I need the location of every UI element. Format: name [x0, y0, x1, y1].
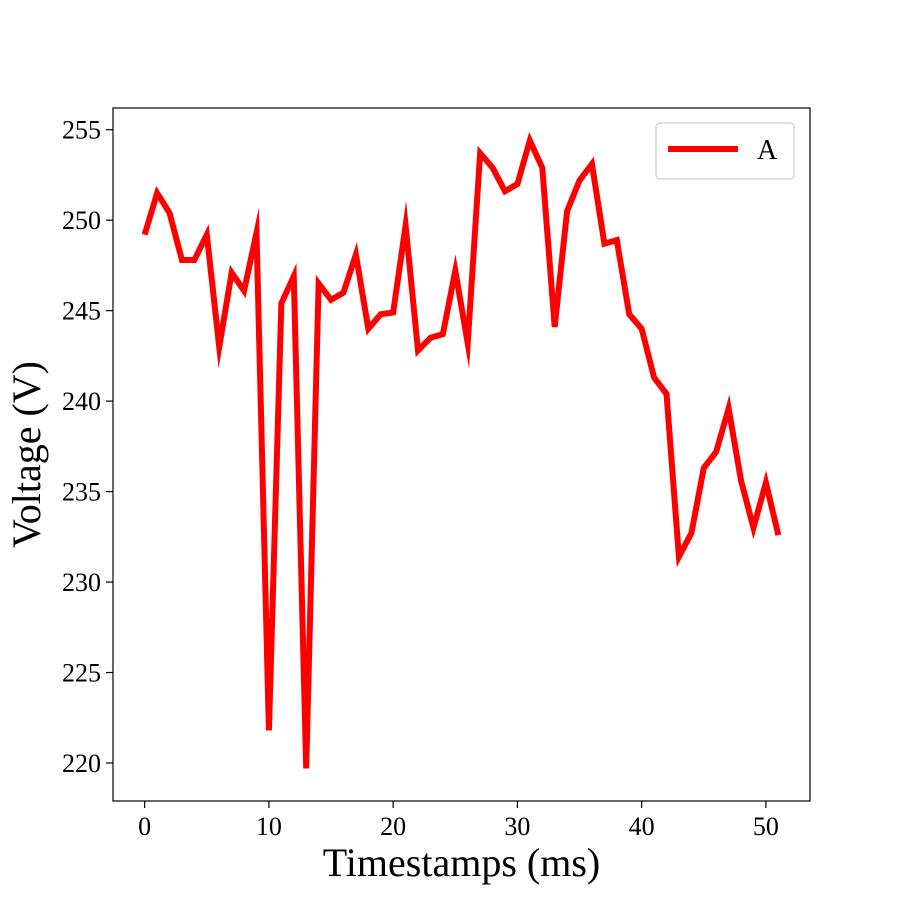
y-tick-label: 220 [62, 749, 101, 778]
x-tick-label: 50 [753, 812, 779, 841]
y-tick-label: 225 [62, 659, 101, 688]
y-tick-label: 250 [62, 206, 101, 235]
y-tick-label: 240 [62, 387, 101, 416]
y-tick-label: 245 [62, 297, 101, 326]
legend: A [655, 122, 795, 180]
legend-label: A [757, 135, 778, 166]
y-tick-label: 255 [62, 116, 101, 145]
x-tick-label: 20 [380, 812, 406, 841]
x-tick-label: 30 [504, 812, 530, 841]
series-layer [141, 131, 782, 769]
x-axis-ticks: 0 10 20 30 40 50 [138, 801, 779, 841]
y-axis-ticks: 220 225 230 235 240 245 250 255 [62, 116, 113, 778]
x-axis-title: Timestamps (ms) [323, 840, 600, 885]
x-tick-label: 0 [138, 812, 151, 841]
y-axis-title: Voltage (V) [4, 361, 49, 548]
series-line [141, 131, 782, 769]
plot-area [112, 107, 811, 802]
y-tick-label: 230 [62, 568, 101, 597]
y-tick-label: 235 [62, 478, 101, 507]
x-tick-label: 40 [629, 812, 655, 841]
x-tick-label: 10 [256, 812, 282, 841]
